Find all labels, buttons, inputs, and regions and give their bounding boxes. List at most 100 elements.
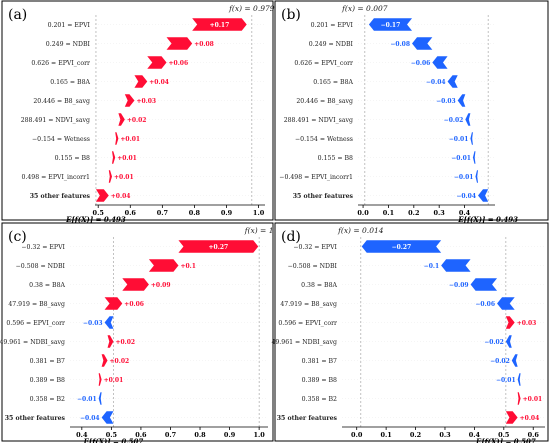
fx-label: f(x) = 1	[244, 226, 274, 235]
feature-label: 0.358 = B2	[302, 396, 337, 403]
x-tick-label: 0.2	[410, 431, 421, 439]
waterfall-bar	[505, 316, 515, 329]
x-tick-label: 0.3	[434, 209, 446, 217]
value-label: −0.01	[496, 377, 516, 384]
feature-label: 49.961 = NDBI_savg	[0, 339, 65, 346]
waterfall-bar	[101, 411, 114, 424]
x-tick-label: 1.0	[253, 431, 265, 439]
fx-label: f(x) = 0.007	[341, 4, 388, 13]
waterfall-bar	[368, 18, 413, 31]
value-label: +0.02	[115, 339, 135, 346]
value-label: +0.01	[523, 396, 543, 403]
waterfall-bar	[107, 335, 114, 348]
panel-label: (c)	[8, 229, 27, 245]
waterfall-bar	[115, 132, 119, 145]
value-label: −0.09	[449, 282, 469, 289]
value-label: +0.03	[136, 98, 156, 105]
value-label: −0.03	[83, 320, 103, 327]
feature-label: 35 other features	[30, 193, 91, 200]
feature-label: 0.381 = B7	[302, 358, 337, 365]
value-label: −0.17	[381, 22, 401, 29]
panel-frame	[1, 222, 274, 442]
x-tick-label: 0.4	[76, 431, 88, 439]
value-label: +0.09	[151, 282, 171, 289]
feature-label: −0.498 = EPVI_incorr1	[279, 174, 353, 181]
value-label: −0.02	[484, 339, 504, 346]
value-label: −0.27	[392, 244, 412, 251]
feature-label: 0.201 = EPVI	[311, 22, 354, 29]
waterfall-bar	[517, 392, 521, 405]
value-label: +0.04	[111, 193, 131, 200]
feature-label: 0.155 = B8	[55, 155, 90, 162]
feature-label: 0.249 = NDBI	[309, 41, 354, 48]
waterfall-bar	[192, 18, 247, 31]
waterfall-bar	[470, 132, 473, 145]
panel-c: (c) f(x) = 1 0.4 0.5 0.6 0.7 0.8 0.9 1.0 E[f(X)] …	[0, 222, 274, 443]
value-label: +0.27	[209, 244, 229, 251]
x-tick-label: 0.6	[135, 431, 147, 439]
feature-label: 0.165 = B8A	[50, 79, 90, 86]
x-tick-label: 0.7	[157, 209, 168, 217]
x-tick-label: 0.5	[106, 431, 118, 439]
feature-label: −0.32 = EPVI	[21, 244, 65, 251]
value-label: +0.04	[520, 415, 540, 422]
value-label: −0.1	[424, 263, 439, 270]
waterfall-bar	[134, 75, 148, 88]
feature-label: 0.381 = B7	[30, 358, 65, 365]
feature-label: 0.626 = EPVI_corr	[294, 60, 353, 67]
panel-frame	[274, 0, 549, 221]
feature-label: 0.498 = EPVI_incorr1	[21, 174, 90, 181]
feature-label: −0.508 = NDBI	[16, 263, 66, 270]
value-label: +0.02	[127, 117, 147, 124]
efx-label: E[f(X)] = 0.493	[457, 215, 518, 224]
waterfall-bar	[447, 75, 458, 88]
value-label: +0.02	[110, 358, 130, 365]
x-tick-label: 0.4	[459, 209, 471, 217]
value-label: +0.01	[104, 377, 124, 384]
feature-label: 20.446 = B8_savg	[33, 98, 90, 105]
fx-label: f(x) = 0.979	[228, 4, 275, 13]
feature-label: 35 other features	[5, 415, 66, 422]
feature-label: 0.38 = B8A	[29, 282, 65, 289]
value-label: +0.06	[169, 60, 189, 67]
value-label: −0.03	[436, 98, 456, 105]
feature-label: 35 other features	[293, 193, 354, 200]
feature-label: 47.919 = B8_savg	[280, 301, 337, 308]
efx-label: E[f(X)] = 0.507	[83, 437, 144, 443]
value-label: −0.02	[444, 117, 464, 124]
feature-label: 0.155 = B8	[318, 155, 353, 162]
waterfall-bar	[112, 151, 116, 164]
waterfall-bar	[472, 151, 476, 164]
value-label: +0.01	[117, 155, 137, 162]
value-label: −0.01	[449, 136, 469, 143]
value-label: −0.08	[390, 41, 410, 48]
x-tick-label: 0.7	[165, 431, 176, 439]
waterfall-bar	[104, 297, 123, 310]
feature-label: 20.446 = B8_savg	[296, 98, 353, 105]
waterfall-bar	[478, 189, 489, 202]
waterfall-bar	[432, 56, 448, 69]
x-tick-label: 0.2	[408, 209, 419, 217]
feature-label: 47.919 = B8_savg	[8, 301, 65, 308]
efx-label: E[f(X)] = 0.507	[475, 437, 536, 443]
efx-label: E[f(X)] = 0.493	[65, 215, 126, 224]
x-tick-label: 0.1	[380, 431, 391, 439]
feature-label: 0.358 = B2	[30, 396, 65, 403]
value-label: +0.1	[180, 263, 195, 270]
waterfall-bar	[122, 278, 149, 291]
x-tick-label: 0.3	[439, 431, 451, 439]
waterfall-bar	[108, 170, 112, 183]
feature-label: 49.961 = NDBI_savg	[271, 339, 337, 346]
feature-label: 0.201 = EPVI	[48, 22, 91, 29]
panel-label: (a)	[8, 7, 27, 23]
value-label: +0.01	[120, 136, 140, 143]
fx-label: f(x) = 0.014	[337, 226, 384, 235]
value-label: +0.03	[517, 320, 537, 327]
waterfall-bar	[166, 37, 193, 50]
waterfall-bar	[497, 297, 515, 310]
value-label: +0.17	[210, 22, 230, 29]
feature-label: 0.626 = EPVI_corr	[31, 60, 90, 67]
waterfall-bar	[95, 189, 109, 202]
panel-label: (b)	[281, 7, 301, 23]
panel-a: (a) f(x) = 0.979 0.5 0.6 0.7 0.8 0.9 1.0 E[f(X)]…	[1, 0, 275, 224]
